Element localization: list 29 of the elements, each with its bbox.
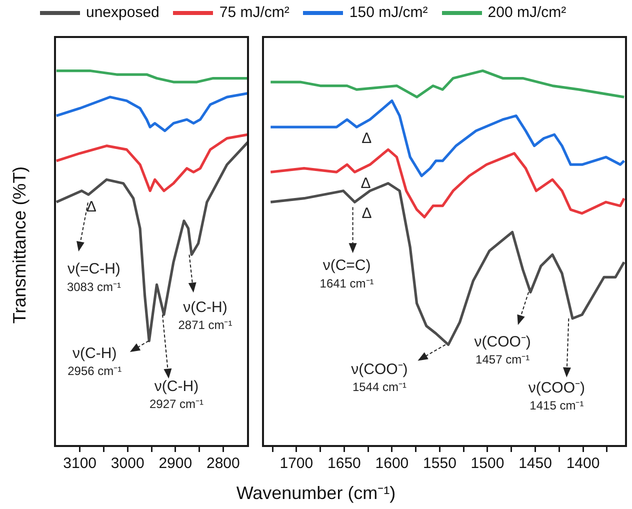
annotation: ν(=C-H) 3083 cm⁻¹ xyxy=(66,260,121,294)
x-tick-label: 1650 xyxy=(328,455,361,472)
annotation: ν(COO⁻) 1544 cm⁻¹ xyxy=(351,360,408,394)
x-tick-label: 1600 xyxy=(375,455,409,472)
legend-label: 200 mJ/cm² xyxy=(488,4,566,21)
x-tick-label: 1500 xyxy=(470,455,504,472)
legend-label: 150 mJ/cm² xyxy=(349,4,428,21)
x-axis-title: Wavenumber (cm⁻¹) xyxy=(235,482,397,504)
x-tick-label: 3100 xyxy=(63,455,97,472)
x-tick-label: 1400 xyxy=(566,455,600,472)
annotation: Δ xyxy=(362,130,372,148)
x-tick-label: 2900 xyxy=(158,455,192,472)
x-tick-label: 1700 xyxy=(280,455,314,472)
annotation: ν(C-H) 2956 cm⁻¹ xyxy=(68,345,122,378)
annotation: ν(C=C) 1641 cm⁻¹ xyxy=(320,257,374,290)
annotation: ν(C-H) 2927 cm⁻¹ xyxy=(149,378,204,411)
annotation: Δ xyxy=(86,198,96,216)
annotation: ν(COO⁻) 1415 cm⁻¹ xyxy=(528,380,586,413)
annotation: ν(COO⁻) 1457 cm⁻¹ xyxy=(474,333,531,366)
legend-label: 75 mJ/cm² xyxy=(219,4,290,21)
annotation: ν(C-H) 2871 cm⁻¹ xyxy=(178,298,232,332)
annotation: Δ xyxy=(360,175,371,192)
x-tick-label: 1550 xyxy=(423,455,456,472)
legend-label: unexposed xyxy=(86,4,160,21)
x-tick-label: 3000 xyxy=(110,455,144,472)
x-tick-label: 1450 xyxy=(518,455,552,472)
x-tick-label: 2800 xyxy=(206,455,240,472)
annotation: Δ xyxy=(362,205,372,222)
y-axis-title: Transmittance (%T) xyxy=(10,166,30,324)
